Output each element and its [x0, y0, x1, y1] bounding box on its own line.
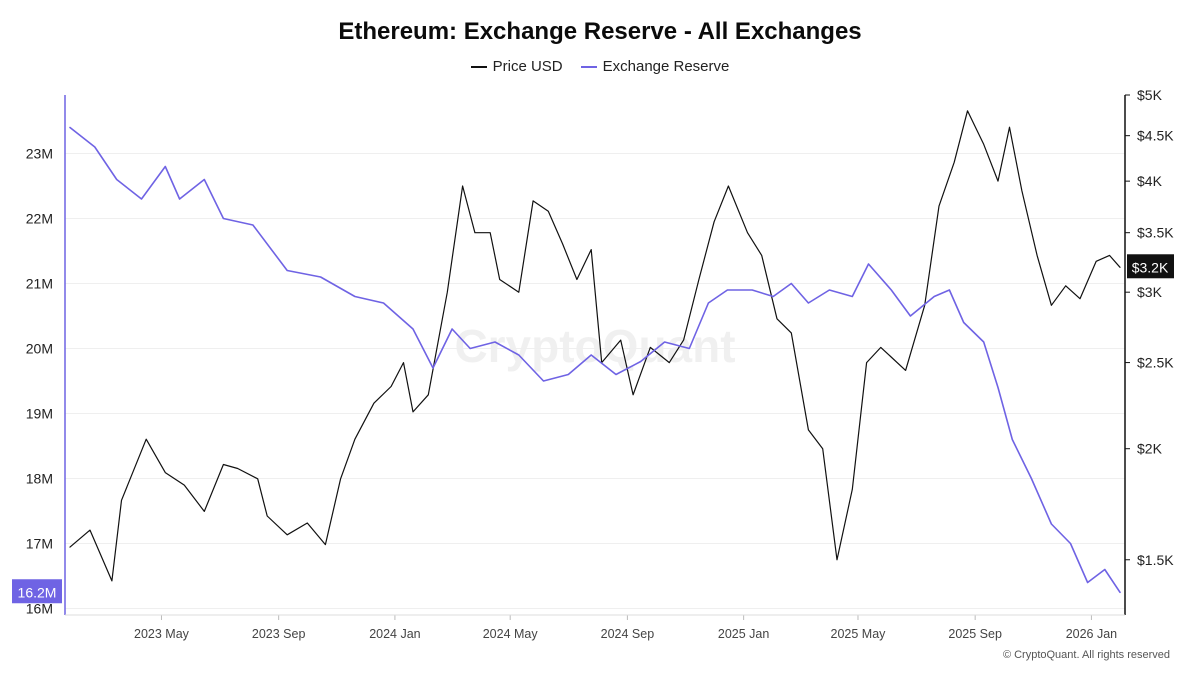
legend-label-price: Price USD: [492, 58, 563, 75]
left-tick-label: 16M: [26, 601, 53, 617]
x-tick-label: 2023 Sep: [252, 627, 306, 641]
grid-lines: [65, 153, 1125, 609]
left-tick-label: 18M: [26, 471, 53, 487]
chart-title: Ethereum: Exchange Reserve - All Exchang…: [338, 18, 862, 45]
current-value-badges: 16.2M $3.2K: [12, 254, 1174, 604]
copyright-footer: © CryptoQuant. All rights reserved: [1002, 649, 1170, 661]
legend-item-price[interactable]: Price USD: [470, 58, 563, 75]
right-tick-label: $4.5K: [1137, 128, 1174, 144]
right-tick-label: $2K: [1137, 441, 1163, 457]
legend-label-reserve: Exchange Reserve: [602, 58, 730, 75]
left-tick-label: 17M: [26, 536, 53, 552]
x-tick-label: 2025 Sep: [948, 627, 1002, 641]
left-tick-label: 20M: [26, 341, 53, 357]
right-tick-label: $5K: [1137, 87, 1163, 103]
left-tick-label: 19M: [26, 406, 53, 422]
left-tick-label: 21M: [26, 276, 53, 292]
x-tick-label: 2026 Jan: [1066, 627, 1117, 641]
chart-legend: Price USD Exchange Reserve: [0, 58, 1200, 75]
watermark: CryptoQuant: [454, 320, 735, 372]
x-axis-ticks: 2023 May 2023 Sep 2024 Jan 2024 May 2024 Sep…: [134, 615, 1117, 641]
right-current-value: $3.2K: [1132, 259, 1169, 275]
series-group: [69, 110, 1121, 594]
price-usd-line: [69, 110, 1121, 582]
x-tick-label: 2024 Jan: [369, 627, 420, 641]
left-current-value: 16.2M: [18, 584, 57, 600]
exchange-reserve-line: [69, 126, 1121, 594]
x-tick-label: 2023 May: [134, 627, 190, 641]
left-tick-label: 22M: [26, 211, 53, 227]
right-tick-label: $1.5K: [1137, 552, 1174, 568]
right-axis-ticks: $5K $4.5K $4K $3.5K $3K $2.5K $2K $1.5K: [1125, 87, 1174, 568]
right-tick-label: $2.5K: [1137, 355, 1174, 371]
legend-item-reserve[interactable]: Exchange Reserve: [580, 58, 730, 75]
legend-swatch-price: [470, 65, 487, 68]
right-tick-label: $4K: [1137, 173, 1163, 189]
right-tick-label: $3.5K: [1137, 225, 1174, 241]
right-tick-label: $3K: [1137, 284, 1163, 300]
x-tick-label: 2024 May: [483, 627, 539, 641]
x-tick-label: 2024 Sep: [601, 627, 655, 641]
x-tick-label: 2025 May: [831, 627, 887, 641]
left-tick-label: 23M: [26, 146, 53, 162]
legend-swatch-reserve: [580, 65, 597, 68]
left-current-badge: [12, 579, 62, 604]
x-tick-label: 2025 Jan: [718, 627, 769, 641]
left-axis-ticks: 23M 22M 21M 20M 19M 18M 17M 16M: [26, 146, 53, 617]
right-current-badge: [1127, 254, 1174, 279]
